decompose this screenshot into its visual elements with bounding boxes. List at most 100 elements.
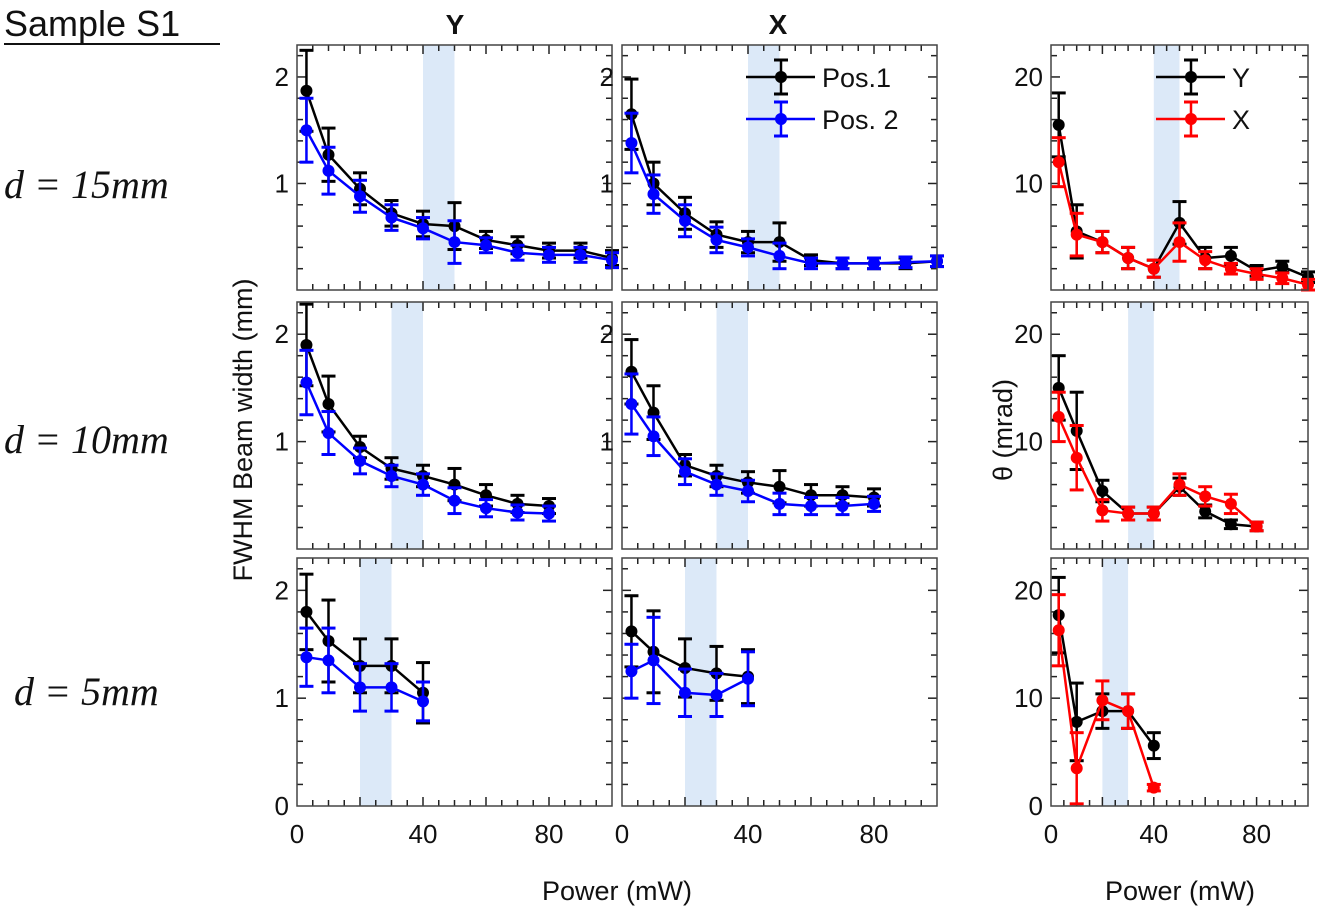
axes-frame — [1050, 557, 1309, 807]
y-tick-label: 2 — [275, 575, 289, 605]
y-tick-label: 10 — [1014, 168, 1043, 198]
y-tick-label: 2 — [275, 62, 289, 92]
column-title-x: X — [769, 9, 788, 40]
data-point — [511, 506, 524, 519]
data-point — [417, 222, 429, 235]
row-label-5mm: d = 5mm — [14, 669, 159, 714]
y-tick-label: 0 — [275, 791, 289, 821]
data-point — [1224, 262, 1237, 275]
data-point — [679, 686, 691, 699]
axes-frame — [621, 557, 938, 807]
x-tick-label: 0 — [290, 819, 304, 849]
data-point — [1276, 260, 1289, 273]
data-point — [742, 241, 754, 254]
data-point — [836, 257, 849, 270]
x-tick-label: 0 — [1044, 819, 1058, 849]
data-point — [836, 500, 849, 513]
data-point — [1052, 118, 1065, 131]
shaded-band — [1153, 45, 1180, 290]
y-tick-label: 1 — [275, 427, 289, 457]
panel-3-2: 0 40 80 — [615, 557, 938, 849]
axes-frame — [296, 301, 613, 550]
y-tick-label: 20 — [1014, 575, 1043, 605]
data-point — [1173, 478, 1186, 491]
axes-frame — [296, 44, 613, 291]
data-point — [1224, 497, 1237, 510]
shaded-band — [423, 45, 455, 290]
data-point — [1122, 252, 1135, 265]
data-point — [647, 430, 660, 443]
series-line-pos1 — [305, 90, 613, 260]
x-tick-label: 80 — [860, 819, 889, 849]
axes-frame — [621, 44, 938, 291]
y-axis-label-width: FWHM Beam width (mm) — [228, 279, 258, 582]
data-point — [625, 398, 638, 411]
data-point — [322, 164, 335, 177]
data-point — [300, 651, 313, 664]
x-axis-label-theta: Power (mW) — [1105, 876, 1255, 906]
data-point — [1096, 485, 1109, 498]
data-point — [1052, 410, 1065, 423]
y-tick-label: 1 — [600, 427, 614, 457]
data-point — [480, 239, 492, 252]
data-point — [1173, 236, 1186, 249]
data-point — [300, 338, 313, 351]
data-point — [322, 427, 335, 440]
y-tick-label: 20 — [1014, 62, 1043, 92]
x-tick-label: 80 — [535, 819, 564, 849]
axes-frame — [1050, 301, 1309, 550]
data-point — [742, 672, 754, 685]
data-point — [1070, 228, 1083, 241]
data-point — [322, 654, 335, 667]
data-point — [543, 248, 555, 261]
y-tick-label: 1 — [600, 168, 614, 198]
panel-1-2: 1 2 Pos.1 Pos. 2 — [600, 44, 944, 291]
data-point — [417, 695, 429, 708]
y-tick-label: 1 — [275, 683, 289, 713]
data-point — [742, 485, 754, 498]
data-point — [773, 249, 786, 262]
data-point — [899, 256, 912, 269]
x-tick-label: 40 — [409, 819, 438, 849]
panel-2-1: 12 — [275, 301, 613, 550]
data-point — [1199, 490, 1212, 503]
y-tick-label: 10 — [1014, 683, 1043, 713]
data-point — [1250, 268, 1263, 281]
axes-frame — [1050, 44, 1309, 291]
data-point — [322, 398, 335, 411]
data-point — [1147, 781, 1160, 794]
data-point — [710, 233, 723, 246]
data-point — [417, 478, 429, 491]
data-point — [1276, 272, 1289, 285]
row-label-15mm: d = 15mm — [4, 162, 169, 207]
data-point — [625, 137, 638, 149]
data-point — [647, 654, 660, 667]
data-point — [1096, 236, 1109, 249]
data-point — [448, 236, 461, 249]
data-point — [805, 257, 817, 270]
data-point — [1052, 624, 1065, 637]
data-point — [868, 497, 880, 510]
data-point — [511, 246, 524, 259]
axes-frame — [296, 557, 613, 807]
column-title-y: Y — [446, 9, 465, 40]
data-point — [710, 478, 723, 491]
legend-label: Y — [1232, 63, 1250, 93]
data-point — [773, 497, 786, 510]
data-point — [300, 376, 313, 389]
data-point — [1070, 451, 1083, 464]
legend-marker — [775, 113, 787, 125]
data-point — [354, 190, 366, 203]
legend-label: X — [1232, 105, 1250, 135]
panel-1-1: 12 — [275, 44, 619, 291]
x-tick-label: 40 — [1139, 819, 1168, 849]
legend-marker — [775, 71, 787, 83]
panel-2-2: 12 — [600, 301, 938, 550]
series-line-pos1 — [630, 371, 875, 499]
sample-label: Sample S1 — [4, 3, 180, 44]
y-tick-label: 20 — [1014, 319, 1043, 349]
data-point — [385, 469, 398, 482]
data-point — [1070, 715, 1083, 728]
data-point — [1147, 739, 1160, 752]
